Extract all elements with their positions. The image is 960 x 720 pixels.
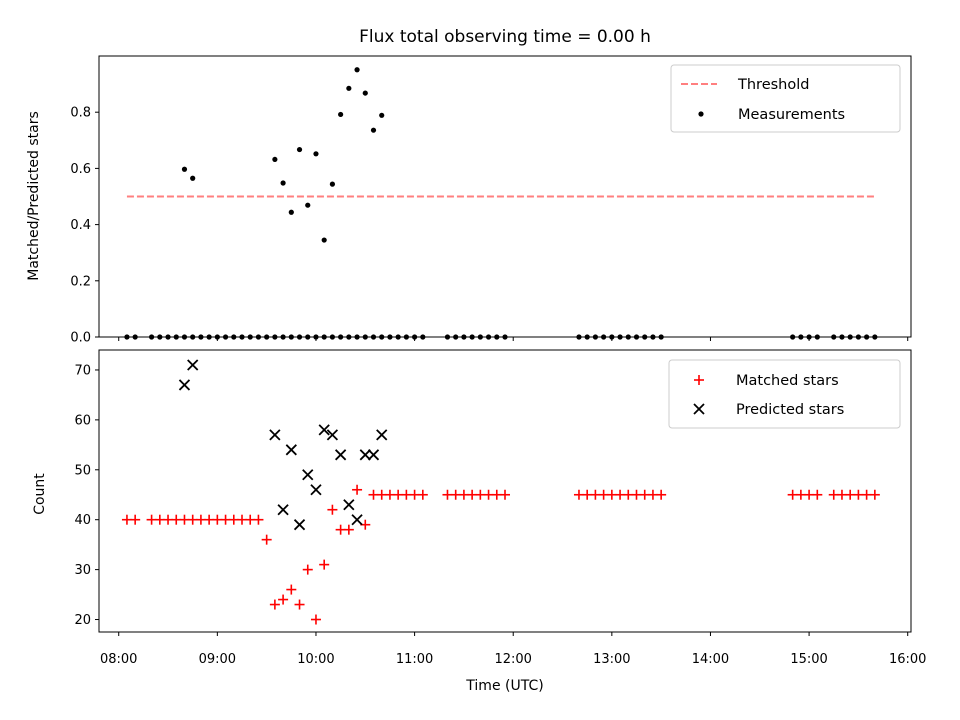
- measurement-point: [329, 181, 336, 187]
- measurement-point: [338, 111, 344, 118]
- predicted-point: [277, 504, 289, 516]
- predicted-point: [310, 484, 322, 496]
- legend-threshold-label: Threshold: [737, 77, 809, 93]
- measurement-point: [370, 127, 377, 133]
- matched-point: [286, 584, 297, 595]
- bottom-panel-marks: [121, 359, 880, 625]
- predicted-point: [334, 449, 347, 461]
- y-tick-label: 60: [74, 413, 91, 428]
- x-tick-label: 15:00: [790, 652, 827, 667]
- matched-point: [253, 514, 264, 525]
- matched-point: [319, 559, 330, 570]
- y-tick-label: 0.0: [70, 331, 91, 346]
- top-panel-y-axis-title: Matched/Predicted stars: [26, 111, 42, 281]
- legend-matched-label: Matched stars: [736, 373, 839, 389]
- measurement-point: [379, 112, 385, 118]
- x-tick-label: 16:00: [889, 652, 926, 667]
- matched-point: [812, 489, 823, 500]
- measurement-point: [362, 90, 368, 96]
- measurement-point: [346, 85, 352, 91]
- x-tick-label: 09:00: [199, 652, 236, 667]
- legend-box: [670, 64, 901, 133]
- measurement-point: [296, 146, 303, 153]
- predicted-point: [326, 429, 339, 441]
- measurement-point: [272, 156, 278, 163]
- measurement-point: [313, 151, 319, 157]
- legend-measurements-swatch: [698, 111, 704, 117]
- matched-point: [656, 489, 667, 500]
- predicted-point: [367, 449, 380, 461]
- bottom-panel-y-axis-title: Count: [32, 473, 48, 515]
- x-tick-label: 14:00: [692, 652, 729, 667]
- matched-point: [302, 564, 313, 575]
- bottom-panel-frame: [98, 349, 912, 633]
- measurement-point: [354, 67, 360, 73]
- top-panel-legend: Threshold Measurements: [670, 64, 901, 133]
- top-panel-x-ticks: [118, 337, 909, 341]
- matched-point: [869, 489, 880, 500]
- bottom-panel: 20 30 40 50 60 70 08:00 09:00 10:00 11:00 12:00 13…: [32, 349, 926, 694]
- legend-box: [668, 359, 901, 429]
- x-tick-label: 10:00: [297, 652, 334, 667]
- matched-point: [294, 599, 305, 610]
- measurement-point: [280, 180, 286, 186]
- matched-point: [343, 524, 354, 535]
- top-panel: 0.00.20.40.60.8 Matched/Predicted stars …: [26, 55, 912, 346]
- bottom-panel-x-ticks: 08:00 09:00 10:00 11:00 12:00 13:00 14:00 15:00…: [100, 632, 926, 667]
- matched-point: [130, 514, 141, 525]
- predicted-point: [351, 514, 363, 526]
- y-tick-label: 0.6: [70, 162, 91, 177]
- measurement-point: [305, 202, 311, 208]
- x-axis-title: Time (UTC): [465, 678, 543, 694]
- top-panel-frame: [98, 55, 912, 338]
- predicted-point: [285, 444, 297, 456]
- y-tick-label: 50: [74, 463, 91, 478]
- chart-title: Flux total observing time = 0.00 h: [359, 27, 651, 47]
- matched-point: [417, 489, 428, 500]
- legend-predicted-label: Predicted stars: [736, 402, 844, 418]
- matched-point: [310, 614, 321, 625]
- measurement-point: [190, 175, 196, 181]
- y-tick-label: 20: [74, 613, 91, 628]
- bottom-panel-y-ticks: 20 30 40 50 60 70: [74, 363, 99, 628]
- top-panel-y-ticks: 0.0 0.2 0.4 0.6 0.8: [70, 106, 99, 346]
- predicted-point: [359, 449, 371, 461]
- predicted-point: [302, 469, 314, 481]
- y-tick-label: 40: [74, 513, 91, 528]
- x-tick-label: 13:00: [593, 652, 630, 667]
- bottom-panel-legend: Matched stars Predicted stars: [668, 359, 901, 429]
- predicted-point: [293, 519, 306, 531]
- predicted-point: [376, 429, 388, 441]
- legend-predicted-swatch: [693, 403, 705, 415]
- measurement-point: [288, 209, 294, 215]
- matched-point: [500, 489, 510, 500]
- y-tick-label: 0.2: [70, 274, 91, 289]
- x-tick-label: 12:00: [494, 652, 531, 667]
- predicted-point: [178, 379, 191, 391]
- predicted-point: [187, 359, 199, 371]
- matched-point: [261, 534, 272, 545]
- x-tick-label: 08:00: [100, 652, 137, 667]
- predicted-point: [269, 429, 281, 441]
- matched-point: [278, 594, 289, 605]
- y-tick-label: 30: [74, 563, 91, 578]
- legend-measurements-label: Measurements: [738, 107, 845, 123]
- matched-point: [327, 504, 338, 515]
- legend-matched-swatch: [694, 375, 704, 385]
- x-tick-label: 11:00: [396, 652, 433, 667]
- predicted-point: [343, 499, 355, 511]
- measurement-point: [321, 237, 327, 243]
- y-tick-label: 0.8: [70, 106, 91, 121]
- matched-point: [269, 599, 280, 610]
- y-tick-label: 0.4: [70, 218, 91, 233]
- measurement-point: [181, 166, 188, 172]
- predicted-point: [318, 424, 330, 436]
- y-tick-label: 70: [74, 363, 91, 378]
- matched-point: [352, 484, 363, 495]
